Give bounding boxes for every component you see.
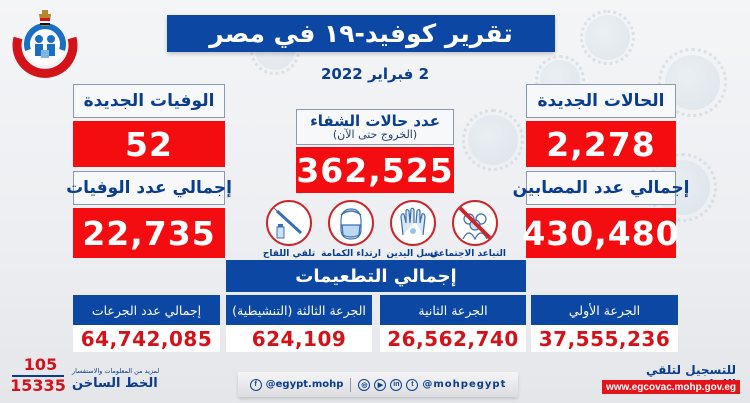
face-mask-icon xyxy=(328,200,374,246)
vaccinations-title: إجمالي التطعيمات xyxy=(226,260,526,292)
new-cases-value: 2,278 xyxy=(526,121,676,167)
facebook-handle[interactable]: @egypt.mohp xyxy=(265,379,344,390)
prevention-hand-washing: غسل اليدين xyxy=(382,200,444,259)
recovered-value: 362,525 xyxy=(296,147,454,193)
youtube-icon[interactable]: ▶ xyxy=(374,378,387,391)
hotline-number-short: 105 xyxy=(23,355,58,374)
new-deaths-label: الوفيات الجديدة xyxy=(73,84,225,118)
vaccine-syringe-icon xyxy=(266,200,312,246)
social-media-bar: f @egypt.mohp ◎ ▶ in t @mohpegypt xyxy=(238,372,518,397)
prevention-label: التباعد الاجتماعي xyxy=(429,249,506,259)
total-cases-label: إجمالي عدد المصابين xyxy=(513,171,689,205)
vac-second-dose-value: 26,562,740 xyxy=(380,325,526,352)
instagram-icon[interactable]: ◎ xyxy=(358,378,371,391)
vac-booster-dose-value: 624,109 xyxy=(226,325,372,352)
social-distancing-icon xyxy=(452,200,498,246)
ministry-logo xyxy=(6,6,84,86)
social-divider xyxy=(350,377,352,392)
twitter-icon[interactable]: t xyxy=(406,378,419,391)
virus-decoration xyxy=(462,109,524,171)
vac-booster-dose-label: الجرعة الثالثة (التنشيطية) xyxy=(226,295,372,325)
recovered-label: عدد حالات الشفاء xyxy=(310,111,440,130)
new-deaths-value: 52 xyxy=(73,121,225,167)
prevention-face-mask: ارتداء الكمامة xyxy=(320,200,382,259)
ministry-emblem-icon xyxy=(12,10,78,78)
prevention-vaccine: تلقي اللقاح xyxy=(258,200,320,259)
prevention-label: ارتداء الكمامة xyxy=(321,249,381,259)
facebook-icon[interactable]: f xyxy=(249,378,262,391)
total-deaths-value: 22,735 xyxy=(73,208,225,258)
total-deaths-label: إجمالي عدد الوفيات xyxy=(66,171,232,205)
total-cases-value: 430,480 xyxy=(522,208,679,258)
social-handle[interactable]: @mohpegypt xyxy=(422,379,507,390)
vaccine-register-link[interactable]: www.egcovac.mohp.gov.eg xyxy=(602,380,740,394)
vac-total-doses-value: 64,742,085 xyxy=(73,325,220,352)
new-cases-label: الحالات الجديدة xyxy=(526,84,676,118)
prevention-label: غسل اليدين xyxy=(386,249,440,259)
virus-decoration xyxy=(579,9,636,66)
vac-first-dose-label: الجرعة الأولي xyxy=(531,295,678,325)
hotline-label: الخط الساخن xyxy=(72,376,158,391)
prevention-social-distancing: التباعد الاجتماعي xyxy=(429,200,506,259)
vac-first-dose-value: 37,555,236 xyxy=(531,325,678,352)
vac-second-dose-label: الجرعة الثانية xyxy=(380,295,526,325)
prevention-label: تلقي اللقاح xyxy=(262,249,316,259)
hotline-info-text: لمزيد من المعلومات والاستفسار xyxy=(72,367,160,375)
hotline-number-long: 15335 xyxy=(10,376,66,395)
recovered-sublabel: (الخروج حتى الآن) xyxy=(332,128,418,142)
linkedin-icon[interactable]: in xyxy=(390,378,403,391)
report-date: 2 فبراير 2022 xyxy=(320,65,429,83)
recovered-label-box: عدد حالات الشفاء (الخروج حتى الآن) xyxy=(296,109,454,145)
vac-total-doses-label: إجمالي عدد الجرعات xyxy=(73,295,220,325)
hotline-divider xyxy=(12,375,64,377)
hand-washing-icon xyxy=(390,200,436,246)
report-title: تقرير كوفيد-١٩ في مصر xyxy=(167,15,555,52)
